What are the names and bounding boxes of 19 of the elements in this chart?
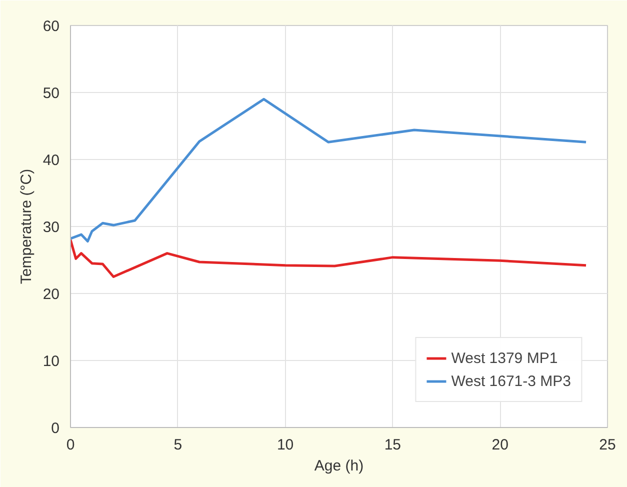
line-series (70, 98, 588, 242)
y-tick-label: 10 (42, 353, 60, 370)
line-series (70, 238, 588, 278)
x-tick-label: 15 (384, 436, 402, 454)
x-tick-label: 5 (174, 436, 182, 454)
y-tick-label: 50 (42, 85, 60, 102)
y-tick-label: 60 (42, 18, 60, 35)
legend-label: West 1379 MP1 (451, 350, 558, 366)
legend-label: West 1671-3 MP3 (451, 372, 571, 390)
y-tick-label: 20 (42, 286, 60, 303)
y-axis-title: Temperature (°C) (18, 168, 35, 284)
x-axis-title: Age (h) (314, 458, 364, 474)
y-tick-label: 0 (51, 420, 60, 437)
x-tick-label: 25 (599, 436, 616, 454)
x-tick-label: 0 (66, 436, 75, 454)
x-tick-label: 10 (276, 436, 294, 454)
y-tick-label: 30 (42, 219, 60, 236)
y-tick-label: 40 (42, 152, 60, 169)
x-tick-label: 20 (492, 436, 508, 454)
